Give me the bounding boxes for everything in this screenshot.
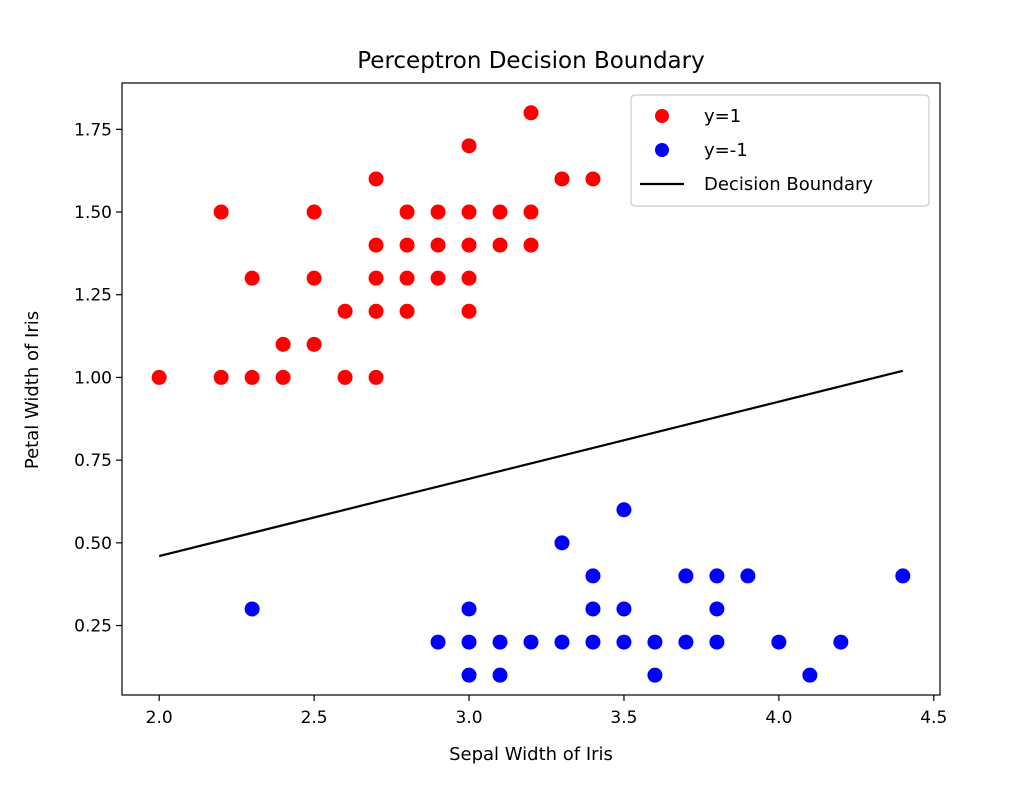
plot-frame — [121, 82, 941, 696]
data-point-pos-29 — [306, 336, 322, 352]
data-point-neg-0 — [616, 502, 632, 518]
data-point-neg-12 — [430, 634, 446, 650]
y-tick-label: 1.00 — [74, 368, 112, 388]
data-point-pos-25 — [368, 303, 384, 319]
data-point-neg-25 — [492, 667, 508, 683]
data-point-neg-14 — [492, 634, 508, 650]
y-tick-label: 1.25 — [74, 286, 112, 306]
data-point-pos-23 — [461, 270, 477, 286]
plot-area — [151, 105, 911, 683]
data-point-pos-30 — [151, 369, 167, 385]
data-point-pos-0 — [523, 105, 539, 121]
x-tick-label: 3.0 — [456, 708, 483, 728]
x-tick-label: 3.5 — [610, 708, 637, 728]
data-point-neg-13 — [461, 634, 477, 650]
data-point-pos-2 — [368, 171, 384, 187]
data-point-pos-20 — [368, 270, 384, 286]
data-point-neg-6 — [895, 568, 911, 584]
data-point-pos-11 — [523, 204, 539, 220]
data-point-pos-18 — [244, 270, 260, 286]
data-point-neg-20 — [678, 634, 694, 650]
data-point-pos-32 — [244, 369, 260, 385]
data-point-pos-14 — [430, 237, 446, 253]
y-tick-label: 0.75 — [74, 451, 112, 471]
data-point-pos-15 — [461, 237, 477, 253]
data-point-pos-8 — [430, 204, 446, 220]
data-point-neg-8 — [461, 601, 477, 617]
data-point-pos-22 — [430, 270, 446, 286]
data-point-neg-17 — [585, 634, 601, 650]
data-point-neg-19 — [647, 634, 663, 650]
data-point-neg-18 — [616, 634, 632, 650]
data-point-pos-5 — [213, 204, 229, 220]
data-point-neg-3 — [678, 568, 694, 584]
data-point-pos-28 — [275, 336, 291, 352]
y-tick-label: 1.50 — [74, 203, 112, 223]
x-tick-label: 4.5 — [920, 708, 947, 728]
data-point-pos-6 — [306, 204, 322, 220]
data-point-pos-31 — [213, 369, 229, 385]
data-point-neg-1 — [554, 535, 570, 551]
y-axis: 0.25 0.50 0.75 1.00 1.25 1.50 1.75 — [74, 120, 122, 637]
data-point-pos-27 — [461, 303, 477, 319]
x-tick-label: 2.0 — [146, 708, 173, 728]
data-point-pos-10 — [492, 204, 508, 220]
data-point-neg-5 — [740, 568, 756, 584]
data-point-neg-16 — [554, 634, 570, 650]
data-point-neg-7 — [244, 601, 260, 617]
data-point-pos-21 — [399, 270, 415, 286]
legend: y=1 y=-1 Decision Boundary — [630, 94, 930, 207]
data-point-pos-12 — [368, 237, 384, 253]
data-point-neg-22 — [771, 634, 787, 650]
data-point-pos-3 — [554, 171, 570, 187]
data-point-neg-24 — [461, 667, 477, 683]
data-point-neg-10 — [616, 601, 632, 617]
y-tick-label: 0.50 — [74, 534, 112, 554]
legend-marker-neg — [655, 143, 669, 157]
data-point-neg-21 — [709, 634, 725, 650]
data-point-neg-11 — [709, 601, 725, 617]
data-point-neg-15 — [523, 634, 539, 650]
legend-box — [630, 94, 930, 207]
data-point-pos-9 — [461, 204, 477, 220]
data-point-pos-7 — [399, 204, 415, 220]
data-point-pos-13 — [399, 237, 415, 253]
y-tick-label: 0.25 — [74, 617, 112, 637]
x-axis: 2.0 2.5 3.0 3.5 4.0 4.5 — [146, 695, 947, 728]
legend-label-neg: y=-1 — [704, 140, 748, 161]
data-point-pos-34 — [337, 369, 353, 385]
data-point-neg-27 — [802, 667, 818, 683]
legend-label-pos: y=1 — [704, 106, 741, 127]
data-point-pos-16 — [492, 237, 508, 253]
decision-boundary-line — [158, 369, 904, 558]
data-point-pos-19 — [306, 270, 322, 286]
data-point-neg-4 — [709, 568, 725, 584]
legend-label-boundary: Decision Boundary — [704, 174, 873, 195]
data-point-pos-1 — [461, 138, 477, 154]
data-point-pos-4 — [585, 171, 601, 187]
data-point-neg-2 — [585, 568, 601, 584]
data-point-pos-26 — [399, 303, 415, 319]
data-point-neg-23 — [833, 634, 849, 650]
data-point-pos-17 — [523, 237, 539, 253]
data-point-pos-24 — [337, 303, 353, 319]
x-tick-label: 4.0 — [765, 708, 792, 728]
data-point-pos-35 — [368, 369, 384, 385]
x-tick-label: 2.5 — [301, 708, 328, 728]
y-axis-label: Petal Width of Iris — [22, 311, 43, 469]
data-point-neg-9 — [585, 601, 601, 617]
chart-title: Perceptron Decision Boundary — [357, 48, 704, 74]
data-point-pos-33 — [275, 369, 291, 385]
x-axis-label: Sepal Width of Iris — [449, 744, 613, 765]
legend-marker-pos — [655, 109, 669, 123]
y-tick-label: 1.75 — [74, 120, 112, 140]
data-point-neg-26 — [647, 667, 663, 683]
